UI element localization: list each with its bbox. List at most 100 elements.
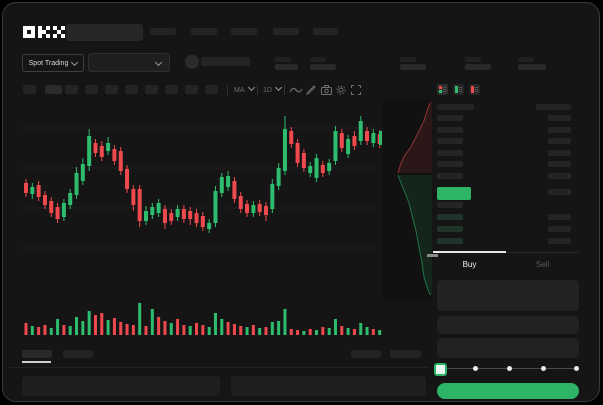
nav-item-2[interactable] [191,28,217,35]
orderbook-last-price[interactable] [437,187,471,200]
tab-buy[interactable]: Buy [462,260,477,269]
orderbook-view-asks[interactable] [469,84,480,95]
candle-body [99,146,104,157]
price-placeholder [201,57,250,66]
stat-value [310,64,336,70]
timeframe-button[interactable] [65,85,78,94]
volume-bar [270,322,274,335]
ask-row-amount[interactable] [548,138,571,144]
volume-bar [327,328,331,335]
settings-icon[interactable] [336,85,346,95]
timeframe-button[interactable] [105,85,118,94]
candle-body [87,136,92,166]
volume-bar [81,321,85,335]
pair-selector[interactable] [88,53,170,72]
candlestick-chart[interactable] [22,101,382,339]
order-field-total[interactable] [437,338,579,358]
timeframe-button[interactable] [125,85,138,94]
slider-stop-dot[interactable] [507,366,512,371]
candle-body [200,216,205,227]
candle-body [194,213,199,223]
volume-bar [302,331,306,335]
nav-item-4[interactable] [273,28,299,35]
stat-label [465,57,481,62]
nav-item-3[interactable] [231,28,257,35]
candle-body [314,158,319,178]
fullscreen-icon[interactable] [351,85,361,95]
style-dropdown[interactable]: 1D [263,83,282,94]
timeframe-button[interactable] [165,85,178,94]
bottom-tab-1[interactable] [22,350,52,358]
ask-row-amount[interactable] [548,127,571,133]
market-type-label: Spot Trading [28,59,69,67]
bottom-action-1[interactable] [351,350,381,358]
timeframe-button[interactable] [205,85,218,94]
ask-row-amount[interactable] [548,115,571,121]
bid-row-amount[interactable] [548,214,571,220]
ask-row-amount[interactable] [548,173,571,179]
nav-item-5[interactable] [313,28,338,35]
ask-row-amount[interactable] [548,161,571,167]
market-type-selector[interactable]: Spot Trading [22,54,84,72]
tab-sell[interactable]: Sell [535,260,550,269]
bottom-panel-1 [22,376,220,396]
candle-body [251,205,256,213]
bid-row-amount[interactable] [548,226,571,232]
amount-slider-handle[interactable] [434,363,447,376]
volume-bar [150,309,154,335]
timeframe-button[interactable] [145,85,158,94]
volume-bar [245,327,249,335]
ask-row-price[interactable] [437,138,463,144]
toolbar-separator [227,85,228,95]
bid-row-price[interactable] [437,226,463,232]
orderbook-header-amount [536,104,571,110]
volume-bar [277,321,281,335]
volume-bar [43,325,47,335]
candle-body [49,201,54,213]
stat-value [400,64,426,70]
bid-row-price[interactable] [437,238,463,244]
candle-body [320,165,325,173]
ask-row-price[interactable] [437,173,463,179]
timeframe-button[interactable] [85,85,98,94]
bottom-action-2[interactable] [390,350,421,358]
timeframe-button[interactable] [23,85,36,94]
bid-row-price[interactable] [437,202,463,208]
buy-tab-underline [433,251,506,253]
candle-body [352,136,357,146]
bid-row-price[interactable] [437,214,463,220]
slider-stop-dot[interactable] [541,366,546,371]
timeframe-button[interactable] [185,85,198,94]
candle-body [245,204,250,213]
candle-body [257,204,262,212]
ask-row-price[interactable] [437,161,463,167]
line-tool-icon[interactable] [290,86,302,95]
ask-row-amount[interactable] [548,150,571,156]
orderbook-view-bids[interactable] [453,84,464,95]
buy-submit-button[interactable] [437,383,579,399]
ask-row-price[interactable] [437,150,463,156]
indicator-dropdown[interactable]: MA [234,83,255,94]
volume-bar [283,309,287,335]
timeframe-button[interactable] [45,85,62,94]
candle-body [150,207,155,215]
orderbook-view-combined[interactable] [437,84,448,95]
depth-price-tick [427,254,438,257]
volume-bar [213,313,217,335]
order-field-amount[interactable] [437,316,579,334]
candle-body [295,143,300,163]
slider-stop-dot[interactable] [473,366,478,371]
search-input[interactable] [66,24,143,41]
bottom-tab-2[interactable] [63,350,93,358]
nav-item-1[interactable] [150,28,176,35]
volume-bar [321,327,325,335]
ask-row-price[interactable] [437,127,463,133]
slider-stop-dot[interactable] [574,366,579,371]
camera-icon[interactable] [321,85,332,95]
candle-body [226,176,231,187]
ask-row-price[interactable] [437,115,463,121]
draw-icon[interactable] [306,85,316,95]
volume-bar [169,323,173,335]
order-field-price[interactable] [437,280,579,311]
bid-row-amount[interactable] [548,238,571,244]
